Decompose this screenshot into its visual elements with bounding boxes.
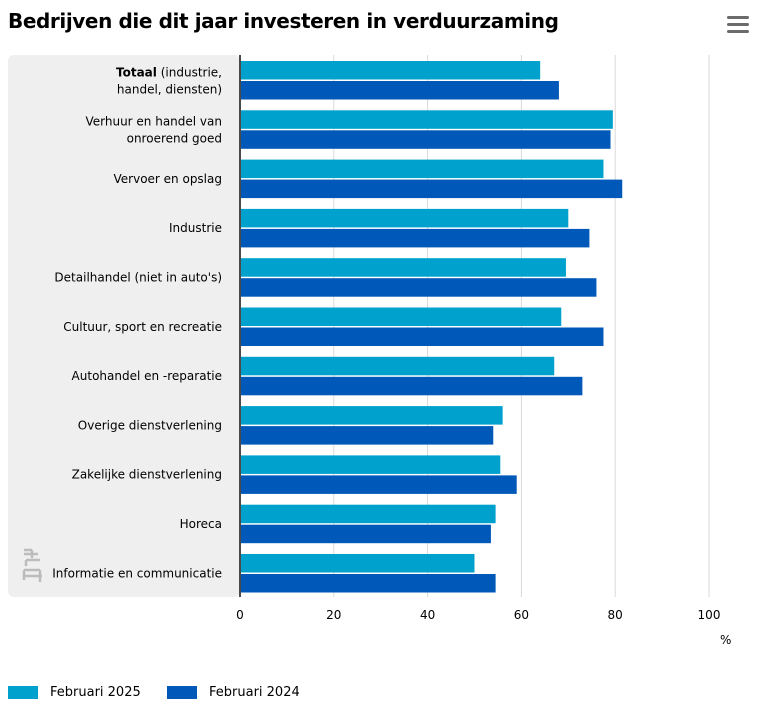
bar[interactable] xyxy=(240,475,517,494)
x-tick-label: 20 xyxy=(326,608,341,622)
x-axis-unit: % xyxy=(720,633,732,647)
category-label: Vervoer en opslag xyxy=(114,172,223,186)
cbs-logo-icon xyxy=(22,548,42,582)
x-tick-label: 60 xyxy=(514,608,529,622)
bars-group xyxy=(240,61,623,593)
x-tick-label: 40 xyxy=(420,608,435,622)
category-label: Cultuur, sport en recreatie xyxy=(63,320,222,334)
category-label: Totaal (industrie, xyxy=(116,65,222,79)
legend-label-feb-2024: Februari 2024 xyxy=(209,685,300,700)
category-label: Industrie xyxy=(169,221,222,235)
bar[interactable] xyxy=(240,159,604,179)
category-label: Horeca xyxy=(180,517,222,531)
category-label: Overige dienstverlening xyxy=(78,418,222,432)
bar[interactable] xyxy=(240,554,475,573)
x-tick-label: 80 xyxy=(608,608,623,622)
category-label: Zakelijke dienstverlening xyxy=(72,468,222,482)
bar[interactable] xyxy=(240,327,604,347)
category-label: Informatie en communicatie xyxy=(52,566,222,580)
category-label: Detailhandel (niet in auto's) xyxy=(54,270,222,284)
tick-labels: 0 20 40 60 80 100 xyxy=(236,608,720,622)
bar[interactable] xyxy=(240,524,491,544)
category-label: Verhuur en handel van xyxy=(85,115,222,129)
bar[interactable] xyxy=(240,258,566,277)
legend-swatch-feb-2024 xyxy=(167,686,197,699)
bar-chart: Totaal (industrie, handel, diensten) Verhu… xyxy=(8,55,720,622)
bar[interactable] xyxy=(240,307,562,327)
bar[interactable] xyxy=(240,81,559,100)
bar[interactable] xyxy=(240,61,541,80)
bar[interactable] xyxy=(240,130,611,149)
bar[interactable] xyxy=(240,406,503,425)
category-label: Autohandel en -reparatie xyxy=(72,369,222,383)
bar[interactable] xyxy=(240,455,501,474)
category-label: onroerend goed xyxy=(127,132,222,146)
category-label: handel, diensten) xyxy=(117,82,222,96)
bar[interactable] xyxy=(240,376,583,396)
category-panel xyxy=(8,55,240,597)
bar[interactable] xyxy=(240,426,494,445)
bar[interactable] xyxy=(240,356,555,376)
bar[interactable] xyxy=(240,179,623,199)
hamburger-menu-icon[interactable] xyxy=(727,16,749,34)
bar[interactable] xyxy=(240,278,597,297)
bar[interactable] xyxy=(240,228,590,248)
bar[interactable] xyxy=(240,504,496,524)
x-tick-label: 0 xyxy=(236,608,244,622)
chart-title: Bedrijven die dit jaar investeren in ver… xyxy=(8,9,559,33)
bar[interactable] xyxy=(240,208,569,228)
category-labels: Totaal (industrie, handel, diensten) Verhu… xyxy=(52,65,222,580)
legend-swatch-feb-2025 xyxy=(8,686,38,699)
bar[interactable] xyxy=(240,110,613,129)
legend-label-feb-2025: Februari 2025 xyxy=(50,685,141,700)
legend-item-feb-2024[interactable]: Februari 2024 xyxy=(167,685,300,700)
bar[interactable] xyxy=(240,574,496,593)
legend-item-feb-2025[interactable]: Februari 2025 xyxy=(8,685,141,700)
x-tick-label: 100 xyxy=(698,608,721,622)
